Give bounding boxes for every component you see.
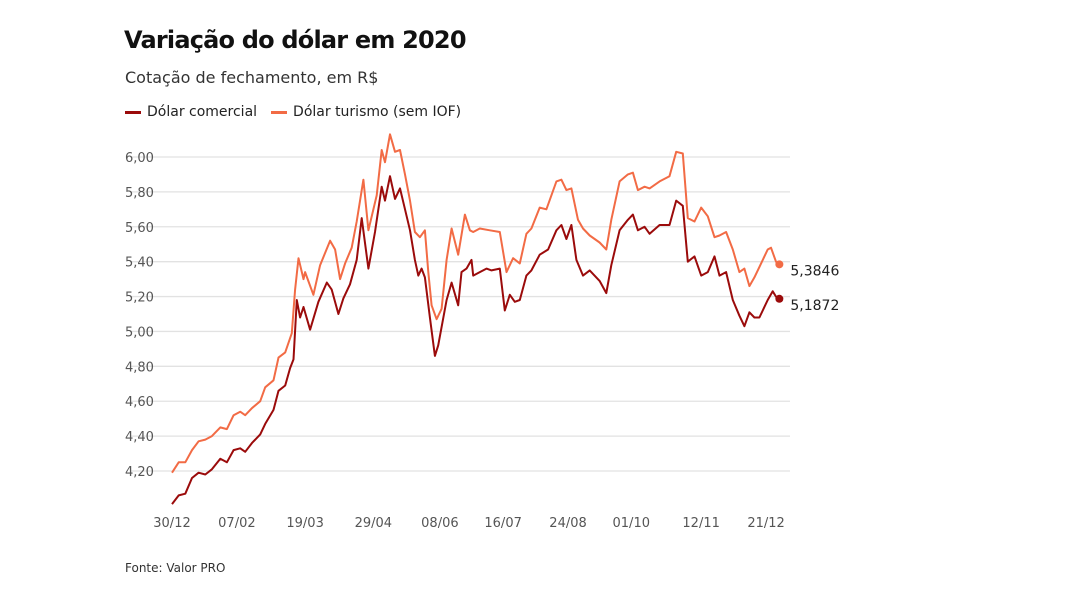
y-tick-label: 4,40 bbox=[125, 430, 154, 445]
y-tick-label: 4,60 bbox=[125, 395, 154, 410]
y-tick-label: 5,60 bbox=[125, 221, 154, 236]
y-tick-label: 6,00 bbox=[125, 151, 154, 166]
legend-item-turismo: Dólar turismo (sem IOF) bbox=[271, 104, 461, 120]
series-line bbox=[171, 133, 781, 474]
legend-label-turismo: Dólar turismo (sem IOF) bbox=[293, 104, 462, 120]
y-tick-label: 4,80 bbox=[125, 360, 154, 375]
y-tick-label: 5,20 bbox=[125, 291, 154, 306]
end-point-marker bbox=[775, 260, 784, 269]
x-tick-label: 08/06 bbox=[421, 516, 458, 531]
legend-item-comercial: Dólar comercial bbox=[125, 104, 257, 120]
end-point-marker bbox=[775, 294, 784, 303]
y-tick-label: 5,00 bbox=[125, 325, 154, 340]
x-tick-label: 30/12 bbox=[153, 516, 190, 531]
source-note: Fonte: Valor PRO bbox=[125, 561, 226, 575]
x-tick-label: 19/03 bbox=[286, 516, 323, 531]
legend-label-comercial: Dólar comercial bbox=[147, 104, 258, 120]
x-tick-label: 24/08 bbox=[549, 516, 586, 531]
x-tick-label: 16/07 bbox=[484, 516, 521, 531]
x-tick-label: 29/04 bbox=[355, 516, 392, 531]
x-tick-label: 07/02 bbox=[218, 516, 255, 531]
y-tick-label: 5,80 bbox=[125, 186, 154, 201]
x-tick-label: 01/10 bbox=[613, 516, 650, 531]
end-value-label: 5,1872 bbox=[790, 298, 839, 314]
end-value-label: 5,3846 bbox=[790, 263, 839, 279]
legend-swatch-comercial bbox=[125, 110, 141, 114]
x-tick-label: 12/11 bbox=[682, 516, 719, 531]
legend-swatch-turismo bbox=[271, 110, 288, 114]
legend: Dólar comercial Dólar turismo (sem IOF) bbox=[125, 104, 461, 120]
series-line bbox=[171, 175, 780, 505]
y-tick-label: 4,20 bbox=[125, 465, 154, 480]
y-tick-label: 5,40 bbox=[125, 256, 154, 271]
chart-title: Variação do dólar em 2020 bbox=[124, 26, 467, 54]
x-tick-label: 21/12 bbox=[747, 516, 784, 531]
chart-subtitle: Cotação de fechamento, em R$ bbox=[125, 68, 379, 87]
